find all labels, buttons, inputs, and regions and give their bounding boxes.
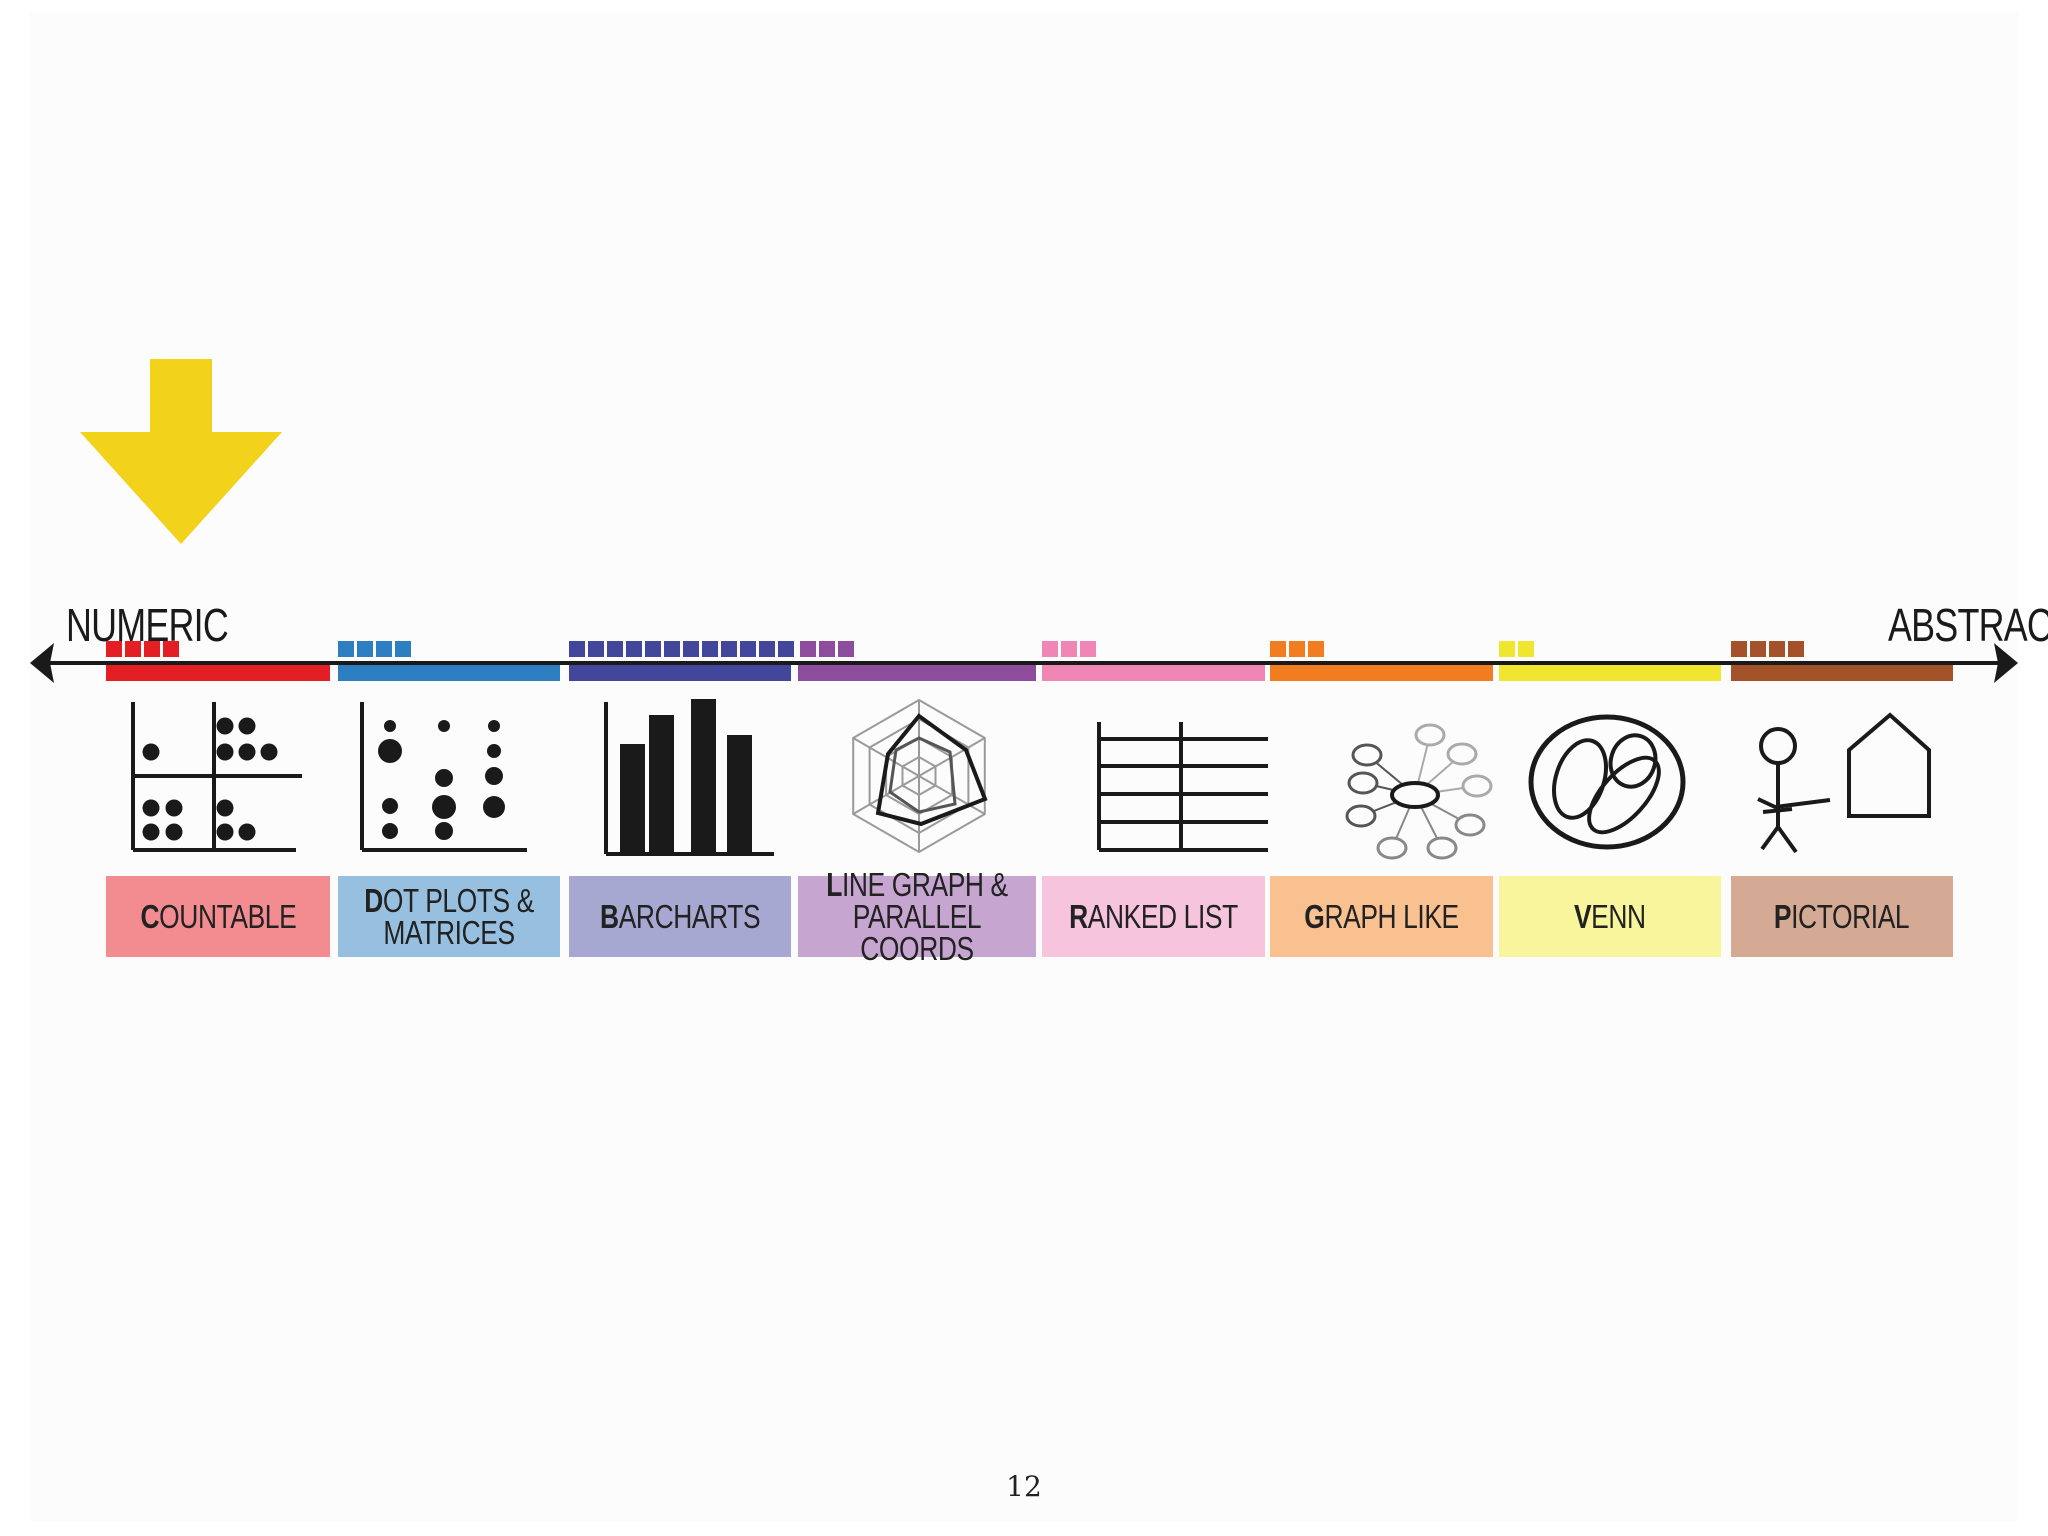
numeric-label: NUMERIC: [66, 599, 229, 651]
spectrum-diagram: [30, 359, 2018, 860]
category-label-ranked-list: RANKED LIST: [1069, 897, 1238, 935]
category-bar-line-graph: [798, 665, 1036, 681]
tally-square-pictorial: [1769, 641, 1785, 657]
ranked-list-icon: [1097, 722, 1268, 852]
category-initial: G: [1304, 897, 1325, 935]
category-initial: C: [140, 897, 159, 935]
category-box-graph-like: GRAPH LIKE: [1270, 876, 1493, 957]
category-name-rest: INE GRAPH & PARALLEL COORDS: [841, 865, 1008, 967]
category-initial: D: [364, 881, 383, 919]
tally-square-barcharts: [759, 641, 775, 657]
tally-square-countable: [125, 641, 141, 657]
category-label-barcharts: BARCHARTS: [599, 897, 761, 935]
tally-square-graph-like: [1308, 641, 1324, 657]
abstract-label: ABSTRACT: [1888, 599, 2048, 651]
category-initial: V: [1574, 897, 1592, 935]
tally-square-barcharts: [683, 641, 699, 657]
page-number: 12: [1006, 1470, 1042, 1503]
tally-square-barcharts: [569, 641, 585, 657]
tally-square-barcharts: [645, 641, 661, 657]
category-bar-countable: [106, 665, 330, 681]
bar-chart-icon: [604, 699, 774, 856]
tally-square-pictorial: [1788, 641, 1804, 657]
tally-square-ranked-list: [1061, 641, 1077, 657]
right-arrowhead-icon: [1994, 643, 2018, 683]
category-name-rest: OUNTABLE: [158, 897, 297, 935]
tally-square-ranked-list: [1042, 641, 1058, 657]
category-name-rest: OT PLOTS & MATRICES: [382, 881, 534, 951]
left-arrowhead-icon: [30, 643, 54, 683]
numeric-abstract-axis: [30, 643, 2018, 683]
tally-square-countable: [144, 641, 160, 657]
category-box-countable: COUNTABLE: [106, 876, 330, 957]
category-label-countable: COUNTABLE: [140, 897, 297, 935]
tally-square-barcharts: [740, 641, 756, 657]
tally-square-dot-plots: [338, 641, 354, 657]
category-label-dot-plots: DOT PLOTS & MATRICES: [364, 881, 534, 951]
tally-square-barcharts: [721, 641, 737, 657]
category-label-pictorial: PICTORIAL: [1774, 897, 1910, 935]
category-bar-ranked-list: [1042, 665, 1265, 681]
tally-square-venn: [1499, 641, 1515, 657]
tally-square-line-graph: [838, 641, 854, 657]
category-name-rest: ENN: [1591, 897, 1646, 935]
tally-square-dot-plots: [395, 641, 411, 657]
pictorial-icon: [1757, 712, 1931, 854]
category-name-rest: ARCHARTS: [618, 897, 761, 935]
tally-square-barcharts: [626, 641, 642, 657]
category-box-dot-plots: DOT PLOTS & MATRICES: [338, 876, 560, 957]
category-box-venn: VENN: [1499, 876, 1721, 957]
category-initial: P: [1774, 897, 1792, 935]
tally-square-pictorial: [1731, 641, 1747, 657]
category-label-line-graph: LINE GRAPH & PARALLEL COORDS: [822, 865, 1012, 967]
category-bar-pictorial: [1731, 665, 1953, 681]
tally-square-graph-like: [1289, 641, 1305, 657]
category-label-graph-like: GRAPH LIKE: [1304, 897, 1459, 935]
category-bar-dot-plots: [338, 665, 560, 681]
radar-chart-icon: [852, 698, 988, 854]
tally-square-barcharts: [702, 641, 718, 657]
category-box-barcharts: BARCHARTS: [569, 876, 791, 957]
slide: NUMERIC ABSTRACT COUNTABLE DOT PLOTS & MA…: [30, 12, 2048, 1522]
tally-square-barcharts: [778, 641, 794, 657]
category-name-rest: ANKED LIST: [1087, 897, 1238, 935]
pointer-arrow-icon: [80, 359, 282, 544]
category-initial: R: [1069, 897, 1088, 935]
dot-plot-icon: [360, 702, 527, 852]
tally-square-ranked-list: [1080, 641, 1096, 657]
tally-square-countable: [106, 641, 122, 657]
category-bar-graph-like: [1270, 665, 1493, 681]
category-initial: B: [599, 897, 619, 935]
tally-square-dot-plots: [376, 641, 392, 657]
tally-square-graph-like: [1270, 641, 1286, 657]
tally-square-barcharts: [588, 641, 604, 657]
category-initial: L: [826, 865, 842, 903]
category-bar-barcharts: [569, 665, 791, 681]
tally-square-venn: [1518, 641, 1534, 657]
tally-square-dot-plots: [357, 641, 373, 657]
venn-diagram-icon: [1528, 714, 1686, 850]
network-graph-icon: [1345, 723, 1493, 860]
category-box-pictorial: PICTORIAL: [1731, 876, 1953, 957]
category-box-ranked-list: RANKED LIST: [1042, 876, 1265, 957]
category-bar-venn: [1499, 665, 1721, 681]
tally-square-line-graph: [819, 641, 835, 657]
tally-square-barcharts: [607, 641, 623, 657]
quadrant-dot-matrix-icon: [131, 702, 302, 852]
tally-square-barcharts: [664, 641, 680, 657]
category-name-rest: ICTORIAL: [1791, 897, 1910, 935]
tally-square-countable: [163, 641, 179, 657]
tally-square-pictorial: [1750, 641, 1766, 657]
category-box-line-graph: LINE GRAPH & PARALLEL COORDS: [798, 868, 1036, 965]
category-label-venn: VENN: [1574, 897, 1646, 935]
category-name-rest: RAPH LIKE: [1324, 897, 1459, 935]
tally-square-line-graph: [800, 641, 816, 657]
